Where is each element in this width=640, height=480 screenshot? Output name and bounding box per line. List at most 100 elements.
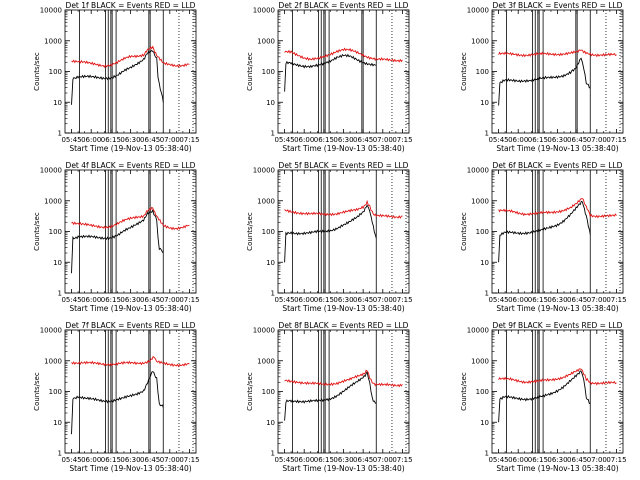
x-tick-label: 05:45 xyxy=(61,136,81,144)
x-axis-label: Start Time (19-Nov-13 05:38:40) xyxy=(282,144,404,153)
y-tick-label: 10000 xyxy=(253,7,275,15)
y-tick-label: 100 xyxy=(476,228,489,236)
x-axis-label: Start Time (19-Nov-13 05:38:40) xyxy=(496,144,618,153)
x-tick-label: 06:15 xyxy=(314,296,334,304)
y-tick-label: 10 xyxy=(480,259,489,267)
lld-series-line xyxy=(284,47,403,63)
y-axis-label: Counts/sec xyxy=(460,52,468,91)
x-tick-label: 06:00 xyxy=(81,136,101,144)
x-tick-label: 06:15 xyxy=(528,456,548,464)
chart-panel-3: Det 3f BLACK = Events RED = LLD 1 10 100 100… xyxy=(460,1,627,153)
y-tick-label: 10000 xyxy=(467,327,489,335)
y-tick-label: 1000 xyxy=(257,197,275,205)
plot-frame xyxy=(491,169,624,294)
y-axis-label: Counts/sec xyxy=(246,212,254,251)
x-tick-label: 06:15 xyxy=(528,136,548,144)
lld-series-line xyxy=(71,45,190,69)
x-tick-label: 06:00 xyxy=(294,456,314,464)
y-axis-label: Counts/sec xyxy=(246,372,254,411)
lld-series-line xyxy=(498,368,617,386)
x-tick-label: 05:45 xyxy=(488,456,508,464)
y-tick-label: 1000 xyxy=(471,197,489,205)
x-tick-label: 06:00 xyxy=(294,136,314,144)
y-tick-label: 100 xyxy=(49,68,62,76)
x-tick-label: 06:15 xyxy=(101,456,121,464)
x-tick-label: 07:00 xyxy=(160,136,180,144)
y-tick-label: 1 xyxy=(271,130,275,138)
x-tick-label: 06:45 xyxy=(567,136,587,144)
plot-frame xyxy=(64,9,197,134)
y-tick-label: 1000 xyxy=(257,37,275,45)
x-tick-label: 05:45 xyxy=(488,296,508,304)
chart-panel-4: Det 4f BLACK = Events RED = LLD 1 10 100 100… xyxy=(33,161,200,313)
x-tick-label: 05:45 xyxy=(274,296,294,304)
x-tick-label: 06:00 xyxy=(508,296,528,304)
x-tick-label: 06:15 xyxy=(101,296,121,304)
x-tick-label: 07:00 xyxy=(373,136,393,144)
chart-title: Det 3f BLACK = Events RED = LLD xyxy=(493,1,623,10)
plot-frame xyxy=(277,169,410,294)
x-tick-label: 06:30 xyxy=(547,136,567,144)
y-tick-label: 1 xyxy=(485,450,489,458)
x-tick-label: 06:15 xyxy=(314,136,334,144)
events-series-line xyxy=(71,49,164,105)
chart-panel-9: Det 9f BLACK = Events RED = LLD 1 10 100 100… xyxy=(460,321,627,473)
y-tick-label: 1000 xyxy=(257,357,275,365)
x-tick-label: 07:15 xyxy=(392,456,412,464)
y-tick-label: 10 xyxy=(480,99,489,107)
events-series-line xyxy=(284,204,377,263)
y-tick-label: 1000 xyxy=(44,197,62,205)
chart-title: Det 5f BLACK = Events RED = LLD xyxy=(279,161,409,170)
chart-panel-7: Det 7f BLACK = Events RED = LLD 1 10 100 100… xyxy=(33,321,200,473)
y-axis-label: Counts/sec xyxy=(460,212,468,251)
y-tick-label: 10000 xyxy=(253,167,275,175)
x-tick-label: 07:00 xyxy=(160,456,180,464)
x-tick-label: 07:15 xyxy=(606,136,626,144)
y-tick-label: 1 xyxy=(485,130,489,138)
chart-title: Det 7f BLACK = Events RED = LLD xyxy=(66,321,196,330)
x-tick-label: 05:45 xyxy=(61,296,81,304)
y-tick-label: 100 xyxy=(476,68,489,76)
lld-series-line xyxy=(498,49,617,58)
x-tick-label: 06:30 xyxy=(333,456,353,464)
y-tick-label: 1 xyxy=(58,290,62,298)
x-tick-label: 06:45 xyxy=(353,296,373,304)
x-axis-label: Start Time (19-Nov-13 05:38:40) xyxy=(69,464,191,473)
y-tick-label: 1 xyxy=(271,290,275,298)
x-tick-label: 07:00 xyxy=(373,296,393,304)
x-tick-label: 07:00 xyxy=(587,296,607,304)
x-tick-label: 06:45 xyxy=(140,456,160,464)
events-series-line xyxy=(284,370,377,421)
x-tick-label: 05:45 xyxy=(488,136,508,144)
x-tick-label: 06:45 xyxy=(567,456,587,464)
chart-panel-6: Det 6f BLACK = Events RED = LLD 1 10 100 100… xyxy=(460,161,627,313)
chart-title: Det 1f BLACK = Events RED = LLD xyxy=(66,1,196,10)
chart-title: Det 8f BLACK = Events RED = LLD xyxy=(279,321,409,330)
y-tick-label: 1000 xyxy=(471,37,489,45)
x-tick-label: 06:15 xyxy=(314,456,334,464)
y-tick-label: 10000 xyxy=(253,327,275,335)
x-axis-label: Start Time (19-Nov-13 05:38:40) xyxy=(496,304,618,313)
chart-panel-5: Det 5f BLACK = Events RED = LLD 1 10 100 100… xyxy=(246,161,413,313)
x-tick-label: 06:00 xyxy=(508,456,528,464)
x-tick-label: 06:15 xyxy=(101,136,121,144)
x-axis-label: Start Time (19-Nov-13 05:38:40) xyxy=(69,304,191,313)
x-axis-label: Start Time (19-Nov-13 05:38:40) xyxy=(282,464,404,473)
y-tick-label: 10 xyxy=(266,259,275,267)
lld-series-line xyxy=(284,199,403,219)
y-tick-label: 1 xyxy=(58,450,62,458)
x-tick-label: 06:30 xyxy=(547,456,567,464)
x-axis-label: Start Time (19-Nov-13 05:38:40) xyxy=(282,304,404,313)
y-tick-label: 10000 xyxy=(467,167,489,175)
chart-panel-2: Det 2f BLACK = Events RED = LLD 1 10 100 100… xyxy=(246,1,413,153)
chart-panel-1: Det 1f BLACK = Events RED = LLD 1 10 100 100… xyxy=(33,1,200,153)
y-tick-label: 10000 xyxy=(40,167,62,175)
y-tick-label: 1000 xyxy=(44,37,62,45)
y-axis-label: Counts/sec xyxy=(33,52,41,91)
events-series-line xyxy=(71,371,164,435)
y-axis-label: Counts/sec xyxy=(33,212,41,251)
x-tick-label: 07:15 xyxy=(179,456,199,464)
x-tick-label: 06:00 xyxy=(81,456,101,464)
y-tick-label: 100 xyxy=(49,388,62,396)
y-tick-label: 1 xyxy=(485,290,489,298)
